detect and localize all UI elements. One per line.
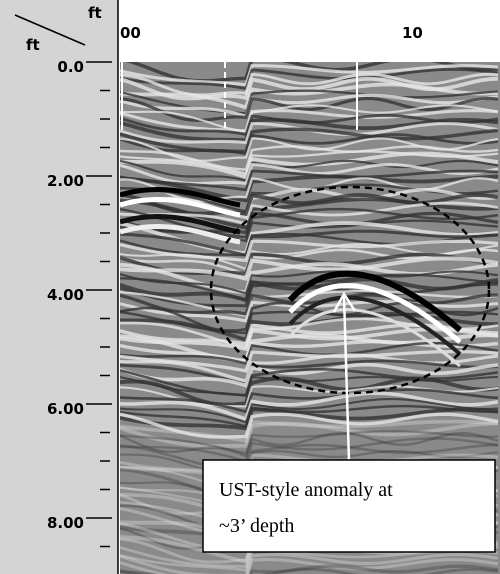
- reflection-band: [120, 398, 499, 424]
- depth-label: 8.00: [47, 514, 84, 532]
- reflection-band: [120, 127, 499, 154]
- reflection-band: [120, 341, 499, 365]
- reflection-band: [120, 349, 499, 373]
- reflection-band: [120, 96, 499, 122]
- depth-label: 2.00: [47, 172, 84, 190]
- corner-diagonal: [14, 14, 86, 46]
- reflection-band: [120, 564, 499, 574]
- reflection-band: [120, 443, 499, 473]
- reflection-band: [120, 407, 499, 431]
- reflection-band: [120, 437, 499, 463]
- top-panel: [118, 0, 500, 60]
- reflection-band: [120, 159, 499, 182]
- reflection-band: [120, 568, 499, 574]
- reflection-band: [120, 412, 499, 439]
- reflection-band: [120, 150, 499, 175]
- reflection-band: [120, 252, 499, 276]
- reflection-band: [120, 391, 499, 422]
- reflection-band: [120, 93, 499, 119]
- reflection-band: [120, 430, 499, 455]
- arrow-shaft: [342, 295, 351, 463]
- reflection-band: [120, 431, 499, 458]
- reflection-band: [120, 197, 499, 230]
- reflection-band: [120, 421, 499, 448]
- reflection-band: [120, 207, 499, 239]
- reflection-band: [120, 376, 499, 407]
- arrow-head: [332, 291, 357, 313]
- reflector: [120, 197, 241, 218]
- left-panel: [0, 0, 118, 574]
- reflection-band: [120, 256, 499, 282]
- reflection-band: [120, 419, 499, 443]
- reflection-band: [120, 109, 499, 133]
- reflection-band: [120, 558, 499, 574]
- reflection-band: [120, 82, 499, 110]
- reflection-band: [120, 450, 499, 474]
- reflection-band: [120, 323, 499, 347]
- hyperbola: [288, 295, 462, 356]
- reflection-band: [120, 117, 499, 143]
- hyperbola: [288, 283, 462, 344]
- corner-left-unit: ft: [26, 36, 40, 54]
- reflection-band: [120, 552, 499, 574]
- reflection-band: [120, 64, 499, 87]
- reflection-band: [120, 362, 499, 388]
- top-axis-label: 00: [120, 24, 141, 42]
- reflection-band: [120, 404, 498, 428]
- reflection-band: [120, 201, 499, 226]
- left-axis: 0.0 2.00 4.00 6.00 8.00: [47, 58, 112, 548]
- annotation-box: [202, 459, 496, 553]
- annotation-text: UST-style anomaly at: [219, 479, 393, 501]
- hyperbola: [287, 270, 462, 333]
- reflection-band: [120, 68, 499, 91]
- annotation-text: ~3’ depth: [219, 515, 294, 537]
- reflector: [120, 214, 241, 235]
- reflection-band: [120, 133, 499, 156]
- reflector: [120, 187, 241, 208]
- reflection-band: [120, 145, 499, 171]
- reflection-band: [120, 327, 499, 352]
- reflection-band: [120, 89, 499, 115]
- reflection-band: [120, 104, 499, 133]
- reflection-band: [120, 359, 499, 386]
- reflection-band: [120, 388, 499, 414]
- hyperbola: [288, 308, 461, 368]
- corner-top-unit: ft: [88, 4, 102, 22]
- anomaly-outline: [209, 185, 491, 395]
- reflection-band: [120, 293, 499, 316]
- depth-label: 0.0: [57, 58, 84, 76]
- depth-label: 6.00: [47, 400, 84, 418]
- reflection-band: [120, 174, 499, 203]
- reflection-band: [120, 169, 499, 192]
- top-axis-label: 10: [402, 24, 423, 42]
- depth-label: 4.00: [47, 286, 84, 304]
- reflection-band: [120, 333, 499, 364]
